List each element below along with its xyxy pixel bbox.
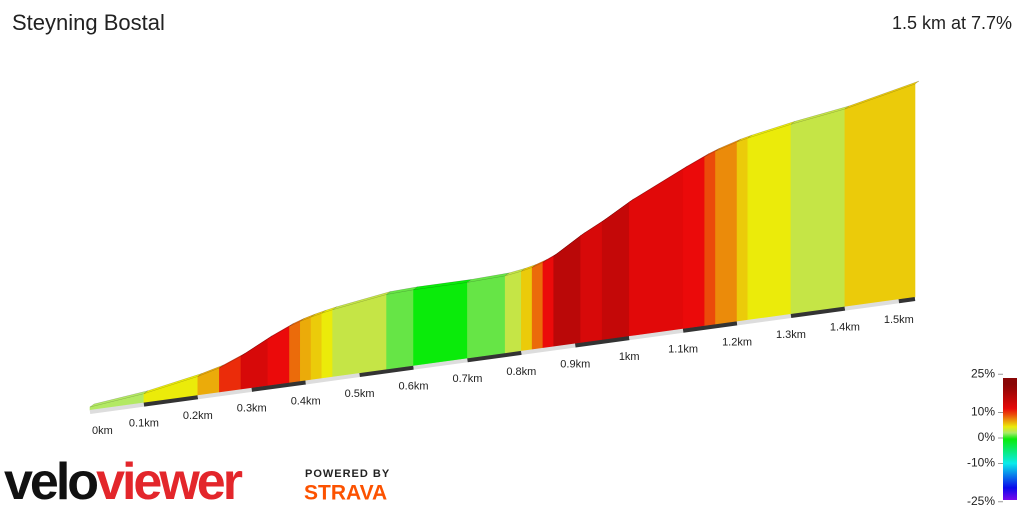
logo-part: viewer — [96, 453, 243, 511]
gradient-segment — [844, 83, 916, 307]
axis-segment — [844, 299, 900, 311]
gradient-segment — [299, 316, 312, 382]
axis-segment — [898, 297, 916, 304]
axis-segment — [89, 402, 145, 414]
gradient-segment — [504, 270, 522, 354]
axis-segment — [143, 395, 199, 407]
chart-subtitle: 1.5 km at 7.7% — [892, 13, 1012, 33]
legend-bar — [1003, 378, 1017, 500]
gradient-segment — [542, 255, 555, 349]
gradient-segment — [736, 137, 749, 322]
axis-segment — [251, 380, 306, 392]
x-tick-label: 1.1km — [668, 344, 698, 356]
x-tick-label: 0.4km — [291, 395, 321, 407]
gradient-segment — [715, 141, 738, 325]
x-tick-label: 1km — [619, 351, 640, 363]
legend-label: 25% — [971, 366, 995, 380]
x-tick-label: 1.2km — [722, 336, 752, 348]
gradient-segment — [289, 320, 301, 384]
chart-title: Steyning Bostal — [12, 10, 165, 35]
axis-segment — [628, 328, 684, 341]
powered-by: POWERED BY — [305, 468, 390, 480]
segment-top-edge — [844, 80, 920, 110]
gradient-segment — [682, 156, 706, 330]
x-tick-label: 0.1km — [129, 418, 159, 430]
gradient-segment — [790, 108, 846, 315]
gradient-segment — [386, 289, 414, 370]
legend-label: -10% — [967, 456, 995, 470]
x-tick-label: 0.3km — [237, 403, 267, 415]
x-tick-label: 1.4km — [830, 322, 860, 334]
axis-segment — [305, 373, 360, 385]
gradient-segment — [310, 312, 323, 381]
gradient-segment — [321, 309, 333, 379]
gradient-segment — [531, 261, 544, 350]
x-tick-label: 1.3km — [776, 329, 806, 341]
x-tick-label: 0.6km — [399, 381, 429, 393]
gradient-segment — [467, 275, 506, 359]
gradient-segment — [704, 150, 716, 327]
x-tick-label: 0.2km — [183, 410, 213, 422]
axis-segment — [467, 350, 522, 363]
gradient-segment — [580, 221, 603, 344]
x-tick-label: 0.8km — [506, 366, 536, 378]
axis-segment — [736, 314, 792, 326]
gradient-segment — [267, 325, 290, 386]
axis-segment — [359, 365, 414, 378]
gradient-segment — [553, 235, 581, 347]
axis-segment — [413, 358, 468, 370]
gradient-segment — [747, 123, 792, 321]
x-tick-label: 0.9km — [560, 358, 590, 370]
x-tick-label: 0km — [92, 425, 113, 437]
gradient-segment — [521, 266, 533, 352]
partner-logo: STRAVA — [304, 482, 387, 505]
axis-segment — [682, 321, 738, 333]
x-tick-label: 0.7km — [452, 373, 482, 385]
x-tick-label: 1.5km — [884, 314, 914, 326]
gradient-segment — [240, 338, 269, 390]
legend-label: -25% — [967, 494, 995, 508]
gradient-segment — [628, 168, 684, 337]
axis-segment — [197, 387, 253, 400]
axis-segment — [790, 306, 846, 318]
gradient-segment — [601, 201, 630, 341]
legend-label: 10% — [971, 405, 995, 419]
logo: veloviewer — [4, 453, 243, 511]
logo-part: velo — [4, 453, 97, 511]
gradient-segment — [413, 282, 468, 367]
axis-segment — [575, 336, 630, 348]
x-tick-label: 0.5km — [345, 388, 375, 400]
legend-label: 0% — [978, 430, 996, 444]
axis-segment — [521, 343, 576, 355]
